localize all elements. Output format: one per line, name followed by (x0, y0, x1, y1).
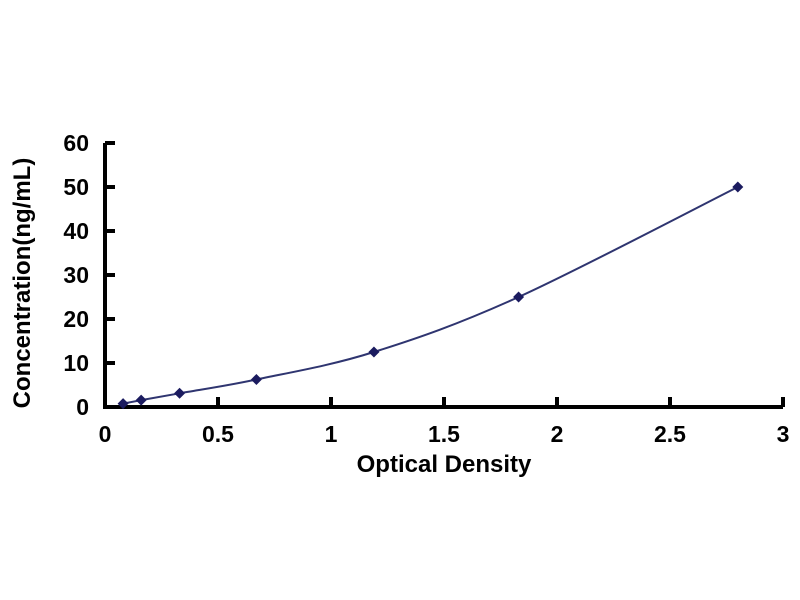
data-point-marker (368, 346, 380, 358)
y-tick-label: 60 (63, 130, 89, 156)
x-tick-label: 1 (325, 421, 338, 447)
y-tick-label: 10 (63, 350, 89, 376)
x-tick-label: 0.5 (202, 421, 234, 447)
y-tick-label: 40 (63, 218, 89, 244)
y-tick-label: 50 (63, 174, 89, 200)
y-axis-title: Concentration(ng/mL) (9, 158, 36, 409)
x-tick-label: 1.5 (428, 421, 460, 447)
data-point-marker (250, 374, 262, 385)
x-tick-label: 2.5 (654, 421, 686, 447)
y-tick-label: 30 (63, 262, 89, 288)
x-tick-label: 2 (551, 421, 564, 447)
data-point-marker (513, 291, 525, 303)
data-point-marker (732, 181, 744, 193)
data-point-marker (117, 398, 129, 410)
axes-spine (103, 143, 783, 409)
data-point-marker (174, 387, 186, 399)
y-tick-label: 20 (63, 306, 89, 332)
x-axis-title: Optical Density (357, 451, 532, 478)
series-line (122, 186, 739, 405)
x-tick-label: 3 (777, 421, 790, 447)
y-tick-label: 0 (76, 394, 89, 420)
x-tick-label: 0 (99, 421, 112, 447)
data-point-marker (135, 394, 147, 406)
